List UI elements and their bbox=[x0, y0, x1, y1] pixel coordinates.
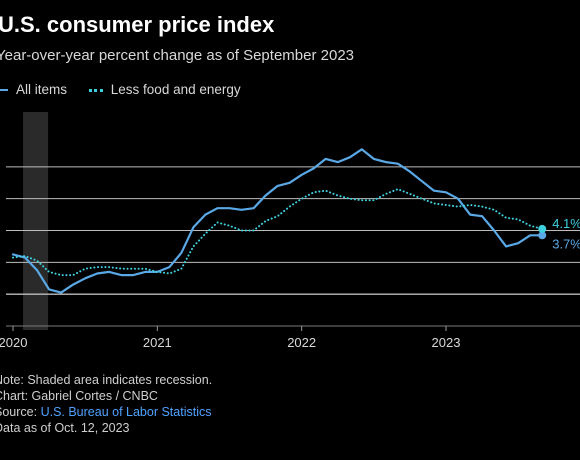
recession-shading bbox=[23, 112, 49, 330]
legend-item-all-items: All items bbox=[0, 82, 67, 97]
footer-note: Note: Shaded area indicates recession. bbox=[0, 373, 213, 387]
footer-credit: Chart: Gabriel Cortes / CNBC bbox=[0, 389, 158, 403]
series-line-less-food-and-energy bbox=[12, 188, 544, 277]
legend-solid-line-swatch bbox=[0, 89, 8, 92]
footer-source: Source: U.S. Bureau of Labor Statistics bbox=[0, 404, 212, 420]
legend-item-core: Less food and energy bbox=[88, 82, 241, 97]
chart-subtitle: Year-over-year percent change as of Sept… bbox=[0, 47, 355, 64]
chart-title: U.S. consumer price index bbox=[0, 12, 275, 37]
footer-data-date: Data as of Oct. 12, 2023 bbox=[0, 421, 130, 435]
series-end-label: 4.1% bbox=[552, 216, 580, 231]
series-end-label: 3.7% bbox=[552, 236, 580, 251]
legend-label-all-items: All items bbox=[16, 82, 68, 97]
footer-source-prefix: Source: bbox=[0, 405, 38, 419]
chart-legend: All items Less food and energy bbox=[0, 82, 259, 97]
x-tick-label: 2020 bbox=[0, 335, 27, 350]
legend-label-core: Less food and energy bbox=[110, 82, 241, 97]
legend-dotted-line-swatch bbox=[88, 88, 103, 92]
x-tick-label: 2021 bbox=[143, 335, 172, 350]
x-tick-label: 2022 bbox=[287, 335, 316, 350]
series-end-point bbox=[538, 224, 547, 233]
source-link[interactable]: U.S. Bureau of Labor Statistics bbox=[40, 405, 212, 419]
series-end-point bbox=[538, 231, 547, 240]
x-tick-label: 2023 bbox=[432, 335, 461, 350]
chart-footer: Note: Shaded area indicates recession. C… bbox=[0, 372, 212, 436]
series-line-all-items bbox=[11, 148, 544, 294]
